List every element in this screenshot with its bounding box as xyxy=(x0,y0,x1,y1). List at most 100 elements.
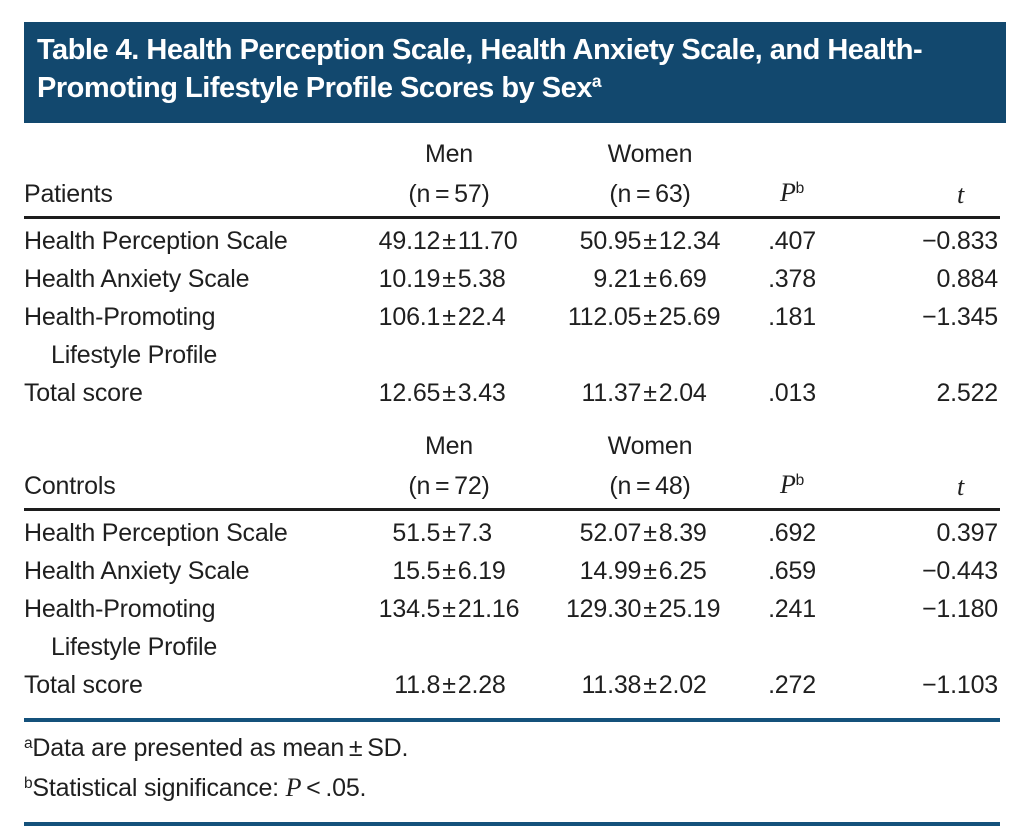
p-value: .659 xyxy=(768,557,816,585)
p-column-header: Pb xyxy=(744,173,840,219)
footnote-b-marker: b xyxy=(24,775,33,793)
women-value: 112.05±25.69 xyxy=(556,298,744,374)
table-row: Total score 11.8±2.28 11.38±2.02 .272 −1… xyxy=(24,666,1000,704)
t-value: −0.443 xyxy=(922,557,998,585)
p-value: .181 xyxy=(768,303,816,331)
mean-value: 11.38 xyxy=(581,671,642,699)
women-value: 11.37±2.04 xyxy=(556,374,744,412)
t-value: 0.397 xyxy=(936,519,998,547)
mean-value: 49.12 xyxy=(378,227,441,255)
patients-men-n: (n = 57) xyxy=(342,173,556,219)
title-footnote-marker: a xyxy=(591,71,602,92)
mean-value: 134.5 xyxy=(378,595,441,623)
sd-value: 2.04 xyxy=(658,379,707,407)
men-value: 106.1±22.4 xyxy=(342,298,556,374)
row-label-text: Health Anxiety Scale xyxy=(24,265,250,293)
row-label-text: Health Perception Scale xyxy=(24,519,288,547)
patients-header-row-sex: Men Women xyxy=(24,136,1000,173)
women-value: 50.95±12.34 xyxy=(556,218,744,261)
sd-value: 21.16 xyxy=(457,595,520,623)
plus-minus-sign: ± xyxy=(643,227,657,255)
plus-minus-sign: ± xyxy=(643,379,657,407)
row-label-text: Total score xyxy=(24,671,143,699)
mean-value: 50.95 xyxy=(579,227,642,255)
row-label-text: Total score xyxy=(24,379,143,407)
controls-group-label: Controls xyxy=(24,465,342,511)
footnote-a-text: Data are presented as mean ± SD. xyxy=(32,734,409,762)
patients-header-row-n: Patients (n = 57) (n = 63) Pb t xyxy=(24,173,1000,219)
mean-value: 106.1 xyxy=(378,303,441,331)
controls-women-header: Women xyxy=(607,432,693,460)
spacer-cell xyxy=(744,136,840,173)
table-row: Health Perception Scale 49.12±11.70 50.9… xyxy=(24,218,1000,261)
row-label: Health-Promoting Lifestyle Profile xyxy=(24,590,342,666)
sd-value: 5.38 xyxy=(457,265,506,293)
men-value: 12.65±3.43 xyxy=(342,374,556,412)
t-column-header: t xyxy=(840,465,1000,511)
mean-value: 10.19 xyxy=(378,265,441,293)
mean-value: 14.99 xyxy=(579,557,642,585)
controls-men-header: Men xyxy=(424,432,474,460)
sd-value: 3.43 xyxy=(457,379,506,407)
plus-minus-sign: ± xyxy=(442,379,456,407)
p-column-header: Pb xyxy=(744,465,840,511)
table-title-bar: Table 4. Health Perception Scale, Health… xyxy=(24,22,1006,123)
mean-value: 11.8 xyxy=(394,671,441,699)
t-column-header: t xyxy=(840,173,1000,219)
t-value: 2.522 xyxy=(936,379,998,407)
p-value: .272 xyxy=(768,671,816,699)
table-row: Health Anxiety Scale 10.19±5.38 9.21±6.6… xyxy=(24,260,1000,298)
footnote-b-text-post: < .05. xyxy=(301,774,367,802)
spacer-cell xyxy=(744,428,840,465)
row-label: Total score xyxy=(24,666,342,704)
p-value: .407 xyxy=(768,227,816,255)
mean-value: 9.21 xyxy=(593,265,642,293)
mean-value: 129.30 xyxy=(565,595,642,623)
row-label: Health-Promoting Lifestyle Profile xyxy=(24,298,342,374)
row-label: Health Anxiety Scale xyxy=(24,260,342,298)
row-label-text: Health Anxiety Scale xyxy=(24,557,250,585)
footnote-b-text-pre: Statistical significance: xyxy=(32,774,286,802)
p-value: .013 xyxy=(768,379,816,407)
patients-table: Men Women Patients (n = 57) (n = 63) Pb … xyxy=(24,136,1000,412)
mean-value: 12.65 xyxy=(378,379,441,407)
plus-minus-sign: ± xyxy=(643,303,657,331)
table-row: Health Perception Scale 51.5±7.3 52.07±8… xyxy=(24,510,1000,553)
plus-minus-sign: ± xyxy=(442,303,456,331)
mean-value: 51.5 xyxy=(392,519,441,547)
mean-value: 52.07 xyxy=(579,519,642,547)
row-label-line2: Lifestyle Profile xyxy=(51,341,218,369)
sd-value: 25.19 xyxy=(658,595,721,623)
p-value: .241 xyxy=(768,595,816,623)
men-value: 11.8±2.28 xyxy=(342,666,556,704)
p-footnote-marker: b xyxy=(795,180,805,198)
sd-value: 6.25 xyxy=(658,557,707,585)
mean-value: 11.37 xyxy=(581,379,642,407)
p-value: .692 xyxy=(768,519,816,547)
footnote-a-marker: a xyxy=(24,735,33,753)
table-title-text: Table 4. Health Perception Scale, Health… xyxy=(37,34,923,104)
p-symbol: P xyxy=(779,178,796,207)
plus-minus-sign: ± xyxy=(442,227,456,255)
controls-women-n: (n = 48) xyxy=(556,465,744,511)
row-label: Health Perception Scale xyxy=(24,218,342,261)
p-footnote-marker: b xyxy=(795,472,805,490)
row-label: Health Anxiety Scale xyxy=(24,552,342,590)
women-value: 14.99±6.25 xyxy=(556,552,744,590)
men-value: 15.5±6.19 xyxy=(342,552,556,590)
patients-men-header: Men xyxy=(424,140,474,168)
plus-minus-sign: ± xyxy=(643,557,657,585)
journal-table-figure: Table 4. Health Perception Scale, Health… xyxy=(0,22,1023,826)
sd-value: 25.69 xyxy=(658,303,721,331)
table-row: Total score 12.65±3.43 11.37±2.04 .013 2… xyxy=(24,374,1000,412)
row-label: Total score xyxy=(24,374,342,412)
women-value: 11.38±2.02 xyxy=(556,666,744,704)
t-symbol: t xyxy=(956,471,964,501)
plus-minus-sign: ± xyxy=(442,265,456,293)
controls-header-row-sex: Men Women xyxy=(24,428,1000,465)
patients-group-label: Patients xyxy=(24,173,342,219)
women-value: 9.21±6.69 xyxy=(556,260,744,298)
sd-value: 2.28 xyxy=(457,671,506,699)
spacer-cell xyxy=(840,428,1000,465)
t-value: −1.345 xyxy=(922,303,998,331)
